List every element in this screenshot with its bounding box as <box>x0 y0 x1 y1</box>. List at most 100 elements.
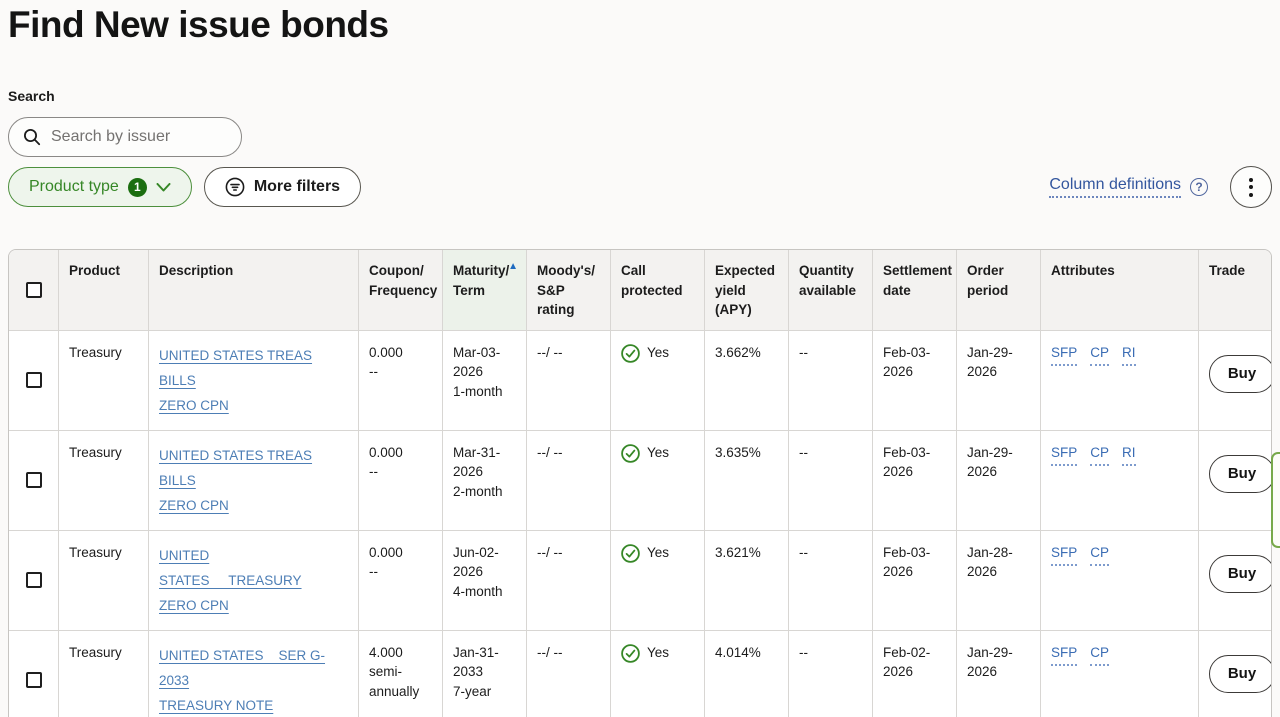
maturity-cell: Jun-02-2026 4-month <box>443 530 527 630</box>
row-checkbox[interactable] <box>25 672 42 689</box>
attribute-link-sfp[interactable]: SFP <box>1051 443 1078 467</box>
product-type-filter-button[interactable]: Product type 1 <box>8 167 192 207</box>
buy-button[interactable]: Buy <box>1209 454 1271 493</box>
column-header-quantity[interactable]: Quantity available <box>789 250 873 330</box>
row-select-cell <box>9 430 59 530</box>
expected-yield-cell: 3.662% <box>705 330 789 430</box>
product-cell: Treasury <box>59 530 149 630</box>
rating-cell: --/ -- <box>527 430 611 530</box>
check-circle-icon <box>621 343 640 363</box>
bonds-table: Product Description Coupon/ Frequency Ma… <box>8 249 1272 717</box>
attribute-link-ri[interactable]: RI <box>1122 443 1136 467</box>
row-checkbox[interactable] <box>25 472 42 489</box>
search-input[interactable] <box>8 117 242 157</box>
maturity-date: Jan-31-2033 <box>453 644 499 680</box>
column-definitions-link[interactable]: Column definitions <box>1049 176 1181 198</box>
bond-description-link[interactable]: UNITED STATES TREAS BILLS ZERO CPN <box>159 347 313 413</box>
feedback-tab[interactable] <box>1271 452 1280 548</box>
frequency-value: semi-annually <box>369 664 420 699</box>
quantity-cell: -- <box>789 330 873 430</box>
coupon-value: 4.000 <box>369 644 403 660</box>
coupon-value: 0.000 <box>369 344 403 360</box>
row-checkbox[interactable] <box>25 372 42 389</box>
frequency-value: -- <box>369 564 378 580</box>
attribute-link-sfp[interactable]: SFP <box>1051 643 1078 667</box>
call-protected-value: Yes <box>647 344 670 360</box>
order-period-cell: Jan-29-2026 <box>957 330 1041 430</box>
rating-cell: --/ -- <box>527 330 611 430</box>
coupon-value: 0.000 <box>369 444 403 460</box>
attribute-link-cp[interactable]: CP <box>1090 443 1110 467</box>
expected-yield-cell: 3.635% <box>705 430 789 530</box>
filter-icon <box>225 177 245 197</box>
product-type-label: Product type <box>29 178 119 195</box>
trade-cell: Buy <box>1199 531 1271 630</box>
buy-button[interactable]: Buy <box>1209 354 1271 393</box>
filter-count-badge: 1 <box>127 177 147 197</box>
rating-cell: --/ -- <box>527 530 611 630</box>
column-header-product[interactable]: Product <box>59 250 149 330</box>
rating-cell: --/ -- <box>527 630 611 717</box>
column-header-expected-yield[interactable]: Expected yield (APY) <box>705 250 789 330</box>
coupon-value: 0.000 <box>369 544 403 560</box>
maturity-cell: Mar-31-2026 2-month <box>443 430 527 530</box>
maturity-date: Mar-31-2026 <box>453 444 501 480</box>
attribute-links: SFP CP <box>1051 543 1188 567</box>
call-protected-value: Yes <box>647 544 670 560</box>
quantity-cell: -- <box>789 430 873 530</box>
product-cell: Treasury <box>59 330 149 430</box>
column-header-attributes[interactable]: Attributes <box>1041 250 1199 330</box>
attribute-link-cp[interactable]: CP <box>1090 343 1110 367</box>
bond-description-link[interactable]: UNITED STATES SER G-2033 TREASURY NOTE <box>159 647 326 713</box>
help-icon[interactable]: ? <box>1190 178 1208 196</box>
more-filters-button[interactable]: More filters <box>203 167 362 207</box>
term-value: 2-month <box>453 483 503 499</box>
attribute-link-cp[interactable]: CP <box>1090 543 1110 567</box>
column-header-call-protected[interactable]: Call protected <box>611 250 705 330</box>
settlement-date-cell: Feb-02-2026 <box>873 630 957 717</box>
description-cell: UNITED STATES TREASURY ZERO CPN <box>149 530 359 630</box>
row-checkbox[interactable] <box>25 572 42 589</box>
row-select-cell <box>9 630 59 717</box>
filter-toolbar: Product type 1 More filters Column defin… <box>8 166 1272 208</box>
header-select-cell <box>9 250 59 330</box>
maturity-cell: Mar-03-2026 1-month <box>443 330 527 430</box>
attribute-link-cp[interactable]: CP <box>1090 643 1110 667</box>
row-select-cell <box>9 330 59 430</box>
call-protected-cell: Yes <box>611 630 705 717</box>
select-all-checkbox[interactable] <box>25 281 42 298</box>
table-row: Treasury UNITED STATES TREASURY ZERO CPN… <box>9 529 1271 630</box>
more-options-button[interactable] <box>1230 166 1272 208</box>
more-filters-label: More filters <box>253 178 341 195</box>
kebab-dot <box>1249 185 1253 189</box>
description-cell: UNITED STATES TREAS BILLS ZERO CPN <box>149 330 359 430</box>
order-period-cell: Jan-29-2026 <box>957 430 1041 530</box>
settlement-date-cell: Feb-03-2026 <box>873 430 957 530</box>
bond-description-link[interactable]: UNITED STATES TREASURY ZERO CPN <box>159 547 302 613</box>
buy-button[interactable]: Buy <box>1209 654 1271 693</box>
table-row: Treasury UNITED STATES TREAS BILLS ZERO … <box>9 329 1271 430</box>
maturity-date: Mar-03-2026 <box>453 344 501 380</box>
attribute-link-sfp[interactable]: SFP <box>1051 343 1078 367</box>
attribute-link-ri[interactable]: RI <box>1122 343 1136 367</box>
attribute-link-sfp[interactable]: SFP <box>1051 543 1078 567</box>
buy-button[interactable]: Buy <box>1209 554 1271 593</box>
column-header-maturity[interactable]: Maturity/ Term ▲ <box>443 250 527 330</box>
column-header-order-period[interactable]: Order period <box>957 250 1041 330</box>
maturity-date: Jun-02-2026 <box>453 544 499 580</box>
column-header-rating[interactable]: Moody's/ S&P rating <box>527 250 611 330</box>
attributes-cell: SFP CP <box>1041 530 1199 630</box>
column-header-description[interactable]: Description <box>149 250 359 330</box>
column-header-trade: Trade <box>1209 263 1246 278</box>
trade-cell: Buy <box>1199 631 1271 717</box>
bond-description-link[interactable]: UNITED STATES TREAS BILLS ZERO CPN <box>159 447 313 513</box>
column-header-coupon[interactable]: Coupon/ Frequency <box>359 250 443 330</box>
attribute-links: SFP CP RI <box>1051 443 1188 467</box>
kebab-dot <box>1249 177 1253 182</box>
chevron-down-icon <box>156 182 171 191</box>
order-period-cell: Jan-28-2026 <box>957 530 1041 630</box>
table-row: Treasury UNITED STATES SER G-2033 TREASU… <box>9 629 1271 717</box>
column-header-settlement[interactable]: Settlement date <box>873 250 957 330</box>
term-value: 7-year <box>453 683 492 699</box>
quantity-cell: -- <box>789 530 873 630</box>
